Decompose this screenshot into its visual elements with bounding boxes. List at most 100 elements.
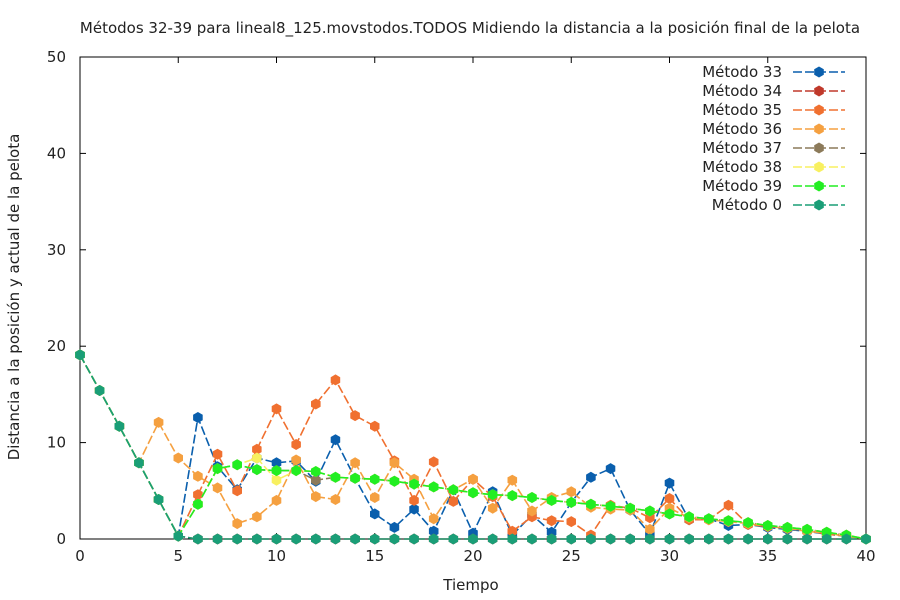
data-point <box>625 533 635 545</box>
data-point <box>252 511 262 523</box>
x-tick-label: 40 <box>856 547 875 565</box>
data-point <box>291 454 301 466</box>
data-point <box>527 505 537 517</box>
data-point <box>782 533 793 545</box>
data-point <box>507 474 518 486</box>
data-point <box>723 515 734 527</box>
data-point <box>212 463 223 475</box>
data-point <box>723 499 734 511</box>
series-line <box>79 354 867 540</box>
data-point <box>428 456 439 468</box>
data-point <box>409 494 419 506</box>
data-point <box>271 457 282 469</box>
data-point <box>487 502 498 514</box>
data-point <box>802 533 812 545</box>
data-point <box>350 410 360 422</box>
y-axis-label: Distancia a la posición y actual de la p… <box>5 134 23 461</box>
data-point <box>487 489 498 501</box>
data-point <box>507 490 518 502</box>
y-tick-label: 20 <box>47 337 66 355</box>
data-point <box>271 403 282 415</box>
data-point <box>370 508 380 520</box>
x-tick-label: 0 <box>75 547 85 565</box>
data-point <box>763 533 773 545</box>
x-axis-label: Tiempo <box>442 576 498 594</box>
data-point <box>291 465 301 477</box>
data-point <box>370 533 380 545</box>
series-line <box>79 354 867 540</box>
x-tick-label: 10 <box>267 547 286 565</box>
data-point <box>193 533 203 545</box>
data-point <box>232 485 242 497</box>
data-point <box>704 533 714 545</box>
data-point <box>389 521 400 533</box>
data-point <box>645 533 655 545</box>
data-point <box>193 498 203 510</box>
data-point <box>252 443 262 455</box>
data-point <box>448 533 459 545</box>
data-point <box>271 474 282 486</box>
data-point <box>841 533 852 545</box>
data-point <box>114 420 125 432</box>
y-tick-label: 30 <box>47 241 66 259</box>
data-point <box>75 349 85 361</box>
data-point <box>193 470 203 482</box>
legend-marker <box>814 123 824 135</box>
data-point <box>291 533 301 545</box>
data-point <box>684 511 694 523</box>
data-point <box>389 475 400 487</box>
data-point <box>861 533 871 545</box>
data-point <box>311 398 321 410</box>
series-line <box>79 354 866 540</box>
data-point <box>212 448 223 460</box>
data-point <box>291 439 301 450</box>
data-point <box>134 457 144 469</box>
legend-marker <box>814 199 824 211</box>
data-point <box>743 533 753 545</box>
legend-label: Método 39 <box>702 177 782 195</box>
data-point <box>153 494 164 505</box>
x-tick-label: 25 <box>562 547 581 565</box>
data-point <box>664 493 675 504</box>
data-point <box>468 533 478 545</box>
series-line <box>79 354 866 540</box>
series-line <box>79 354 867 540</box>
data-point <box>645 505 655 517</box>
legend-marker <box>814 142 824 154</box>
data-point <box>782 521 793 533</box>
data-point <box>252 464 262 476</box>
data-point <box>586 533 596 545</box>
data-point <box>173 530 183 542</box>
data-point <box>409 478 419 490</box>
legend-marker <box>814 180 824 192</box>
data-point <box>173 452 183 464</box>
legend-marker <box>814 66 824 78</box>
y-tick-label: 40 <box>47 144 66 162</box>
legend-marker <box>814 104 824 116</box>
data-point <box>723 533 734 545</box>
series-4 <box>75 349 871 545</box>
data-point <box>311 466 321 477</box>
data-point <box>271 533 282 545</box>
legend-marker <box>814 85 824 97</box>
data-point <box>232 459 242 471</box>
data-point <box>370 473 380 485</box>
data-point <box>487 533 498 545</box>
data-point <box>350 533 360 545</box>
data-point <box>252 452 262 464</box>
data-point <box>389 533 400 545</box>
data-point <box>664 533 675 545</box>
data-point <box>370 420 380 432</box>
data-point <box>605 533 616 545</box>
legend-marker <box>814 161 824 173</box>
data-point <box>546 494 557 506</box>
y-tick-label: 50 <box>47 48 66 66</box>
data-point <box>153 416 164 428</box>
series-6 <box>75 349 871 545</box>
data-point <box>448 495 459 507</box>
series-8 <box>75 349 871 545</box>
data-point <box>821 533 832 545</box>
data-point <box>605 463 616 475</box>
data-point <box>566 486 576 498</box>
